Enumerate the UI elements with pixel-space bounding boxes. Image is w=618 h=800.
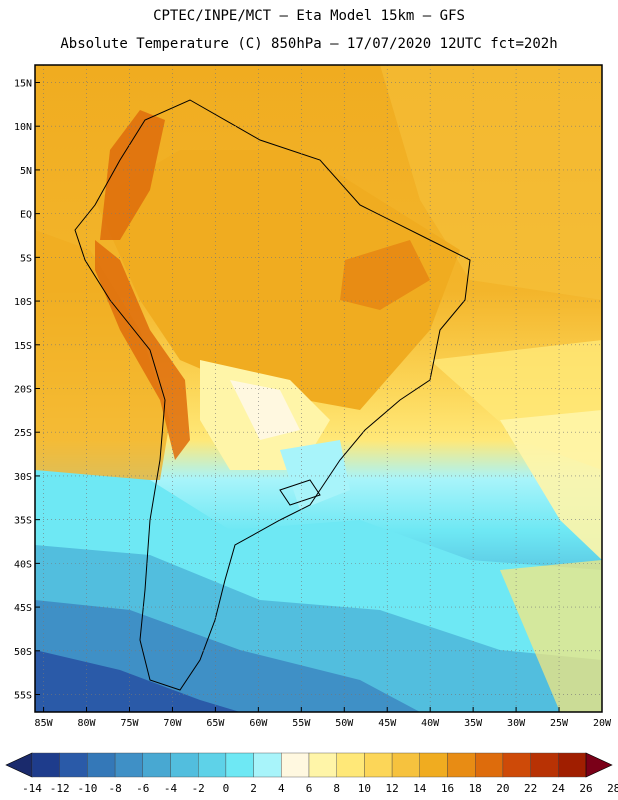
lon-label: 65W bbox=[206, 718, 225, 729]
colorbar-tick-label: 24 bbox=[552, 782, 566, 795]
temperature-field bbox=[35, 65, 602, 712]
colorbar-bin bbox=[530, 752, 559, 778]
colorbar-tick-label: -2 bbox=[192, 782, 205, 795]
colorbar-tick-label: -6 bbox=[136, 782, 149, 795]
colorbar-bin bbox=[87, 752, 116, 778]
lon-label: 45W bbox=[378, 718, 397, 729]
colorbar-tick-label: 20 bbox=[496, 782, 509, 795]
lat-label: 5S bbox=[20, 253, 32, 264]
colorbar-labels: -14 -12 -10 -8 -6 -4 -2 0 2 4 6 8 10 12 14 16 18 20 22 24 26… bbox=[22, 782, 618, 795]
colorbar-bin bbox=[114, 752, 143, 778]
colorbar-bin bbox=[308, 752, 337, 778]
lon-label: 60W bbox=[249, 718, 268, 729]
colorbar-tick-label: -14 bbox=[22, 782, 42, 795]
lat-label: 15S bbox=[14, 341, 32, 352]
colorbar-tick-label: -12 bbox=[50, 782, 70, 795]
lat-label: 15N bbox=[14, 78, 32, 89]
colorbar-bin bbox=[31, 752, 60, 778]
lat-label: 50S bbox=[14, 647, 32, 658]
colorbar-bin bbox=[253, 752, 282, 778]
longitude-labels: 85W 80W 75W 70W 65W 60W 55W 50W 45W 40W 35W 30W 25W 2… bbox=[35, 718, 612, 729]
colorbar-bin bbox=[59, 752, 88, 778]
colorbar-tick-label: 14 bbox=[413, 782, 427, 795]
lon-label: 30W bbox=[507, 718, 526, 729]
map-frame bbox=[34, 64, 603, 713]
lat-label: 30S bbox=[14, 472, 32, 483]
colorbar-bin bbox=[197, 752, 227, 778]
lon-label: 80W bbox=[78, 718, 97, 729]
colorbar-bin bbox=[502, 752, 531, 778]
lat-label: EQ bbox=[20, 210, 32, 221]
colorbar-tick-label: -8 bbox=[108, 782, 121, 795]
map-title-line1: CPTEC/INPE/MCT – Eta Model 15km – GFS bbox=[153, 8, 465, 24]
colorbar-bin bbox=[558, 752, 587, 778]
lon-label: 20W bbox=[593, 718, 612, 729]
colorbar-tick-label: 6 bbox=[306, 782, 313, 795]
lat-label: 55S bbox=[14, 691, 32, 702]
colorbar-tick-label: 26 bbox=[579, 782, 592, 795]
colorbar-bin bbox=[170, 752, 199, 778]
lat-label: 35S bbox=[14, 516, 32, 527]
lat-label: 5N bbox=[20, 166, 32, 177]
lon-label: 75W bbox=[120, 718, 139, 729]
lat-label: 10N bbox=[14, 122, 32, 133]
graticule bbox=[35, 65, 603, 712]
colorbar-bin bbox=[475, 752, 504, 778]
colorbar-bin bbox=[419, 752, 448, 778]
colorbar-bin bbox=[364, 752, 393, 778]
colorbar-tick-label: -10 bbox=[77, 782, 97, 795]
lat-label: 20S bbox=[14, 385, 32, 396]
colorbar-tick-label: 8 bbox=[333, 782, 340, 795]
colorbar-tick-label: 16 bbox=[441, 782, 454, 795]
colorbar-tick-label: 12 bbox=[385, 782, 398, 795]
colorbar-tick-label: 28 bbox=[607, 782, 618, 795]
colorbar-under-triangle bbox=[5, 752, 33, 778]
colorbar bbox=[5, 752, 613, 778]
colorbar-tick-label: 18 bbox=[469, 782, 482, 795]
lon-label: 55W bbox=[292, 718, 311, 729]
colorbar-tick-label: 2 bbox=[250, 782, 257, 795]
lon-label: 50W bbox=[335, 718, 354, 729]
colorbar-tick-label: 4 bbox=[278, 782, 285, 795]
lon-label: 40W bbox=[421, 718, 440, 729]
colorbar-bin bbox=[142, 752, 171, 778]
latitude-labels: 15N 10N 5N EQ 5S 10S 15S 20S 25S 30S 35S 40S 45S 50S 5… bbox=[14, 78, 32, 701]
map-title-line2: Absolute Temperature (C) 850hPa – 17/07/… bbox=[60, 36, 558, 52]
continent-outline bbox=[74, 99, 471, 691]
colorbar-bin bbox=[336, 752, 365, 778]
lon-label: 35W bbox=[464, 718, 483, 729]
lon-label: 70W bbox=[163, 718, 182, 729]
lat-label: 10S bbox=[14, 297, 32, 308]
colorbar-bin bbox=[447, 752, 476, 778]
lat-label: 40S bbox=[14, 559, 32, 570]
lat-label: 25S bbox=[14, 428, 32, 439]
lon-label: 25W bbox=[550, 718, 569, 729]
colorbar-tick-label: 22 bbox=[524, 782, 537, 795]
colorbar-bin bbox=[391, 752, 421, 778]
colorbar-tick-label: -4 bbox=[164, 782, 178, 795]
lon-label: 85W bbox=[35, 718, 54, 729]
colorbar-tick-label: 0 bbox=[223, 782, 230, 795]
colorbar-bin bbox=[281, 752, 310, 778]
lat-label: 45S bbox=[14, 603, 32, 614]
colorbar-bin bbox=[225, 752, 254, 778]
colorbar-tick-label: 10 bbox=[358, 782, 371, 795]
colorbar-over-triangle bbox=[585, 752, 613, 778]
